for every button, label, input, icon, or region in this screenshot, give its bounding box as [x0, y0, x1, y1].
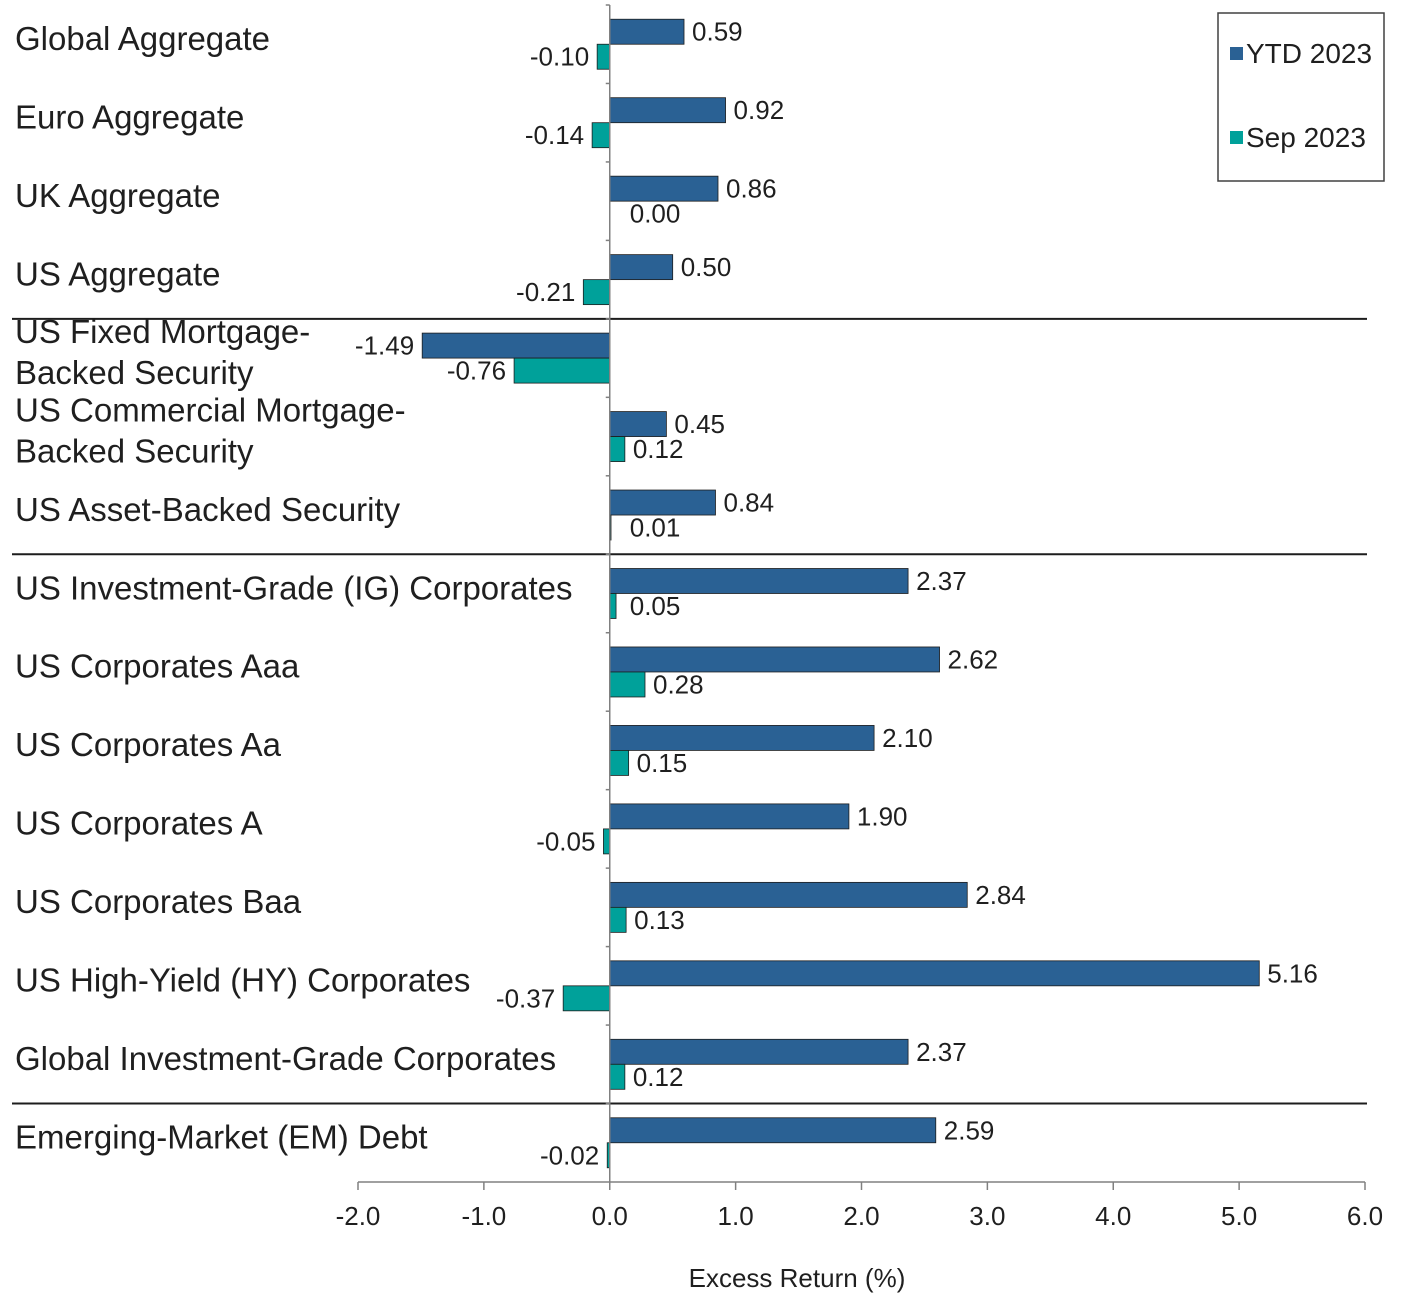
category-label-us-commercial-mortgage-backed-security: US Commercial Mortgage- Backed Security: [15, 391, 406, 469]
bar-ytd-2023-us-aggregate: [609, 254, 674, 281]
x-tick-label: -2.0: [336, 1201, 381, 1231]
bar-sep-2023-us-commercial-mortgage-backed-security: [609, 436, 626, 462]
category-label-line: US Fixed Mortgage-: [15, 313, 310, 350]
bar-ytd-2023-us-corporates-aa: [609, 725, 875, 751]
value-label-ytd-2023-us-corporates-aaa: 2.62: [948, 644, 999, 674]
category-label-line: Backed Security: [15, 432, 254, 469]
bar-sep-2023-global-aggregate: [596, 43, 611, 70]
bar-ytd-2023-euro-aggregate: [609, 97, 726, 124]
category-label-us-corporates-baa: US Corporates Baa: [15, 883, 302, 920]
category-label-us-corporates-a: US Corporates A: [15, 805, 263, 842]
legend-label-ytd-2023: YTD 2023: [1246, 38, 1372, 69]
category-label-us-aggregate: US Aggregate: [15, 255, 220, 292]
legend: YTD 2023 Sep 2023: [1217, 12, 1385, 182]
value-label-ytd-2023-us-commercial-mortgage-backed-security: 0.45: [674, 409, 725, 439]
bar-ytd-2023-global-aggregate: [609, 18, 685, 45]
value-labels: 0.59 -0.10 0.92 -0.14 0.86 0.000.50 -0.21 -1.49…: [355, 17, 1318, 1171]
bar-sep-2023-us-aggregate: [582, 279, 611, 306]
category-label-emerging-market-em-debt: Emerging-Market (EM) Debt: [15, 1119, 428, 1156]
bar-sep-2023-euro-aggregate: [591, 122, 611, 149]
category-label-uk-aggregate: UK Aggregate: [15, 177, 220, 214]
legend-swatch-ytd-2023: [1230, 47, 1243, 60]
value-label-sep-2023-us-asset-backed-security: 0.01: [630, 513, 681, 543]
value-label-ytd-2023-emerging-market-em-debt: 2.59: [944, 1115, 995, 1145]
bar-sep-2023-us-corporates-aa: [609, 750, 630, 776]
category-label-global-investment-grade-corporates: Global Investment-Grade Corporates: [15, 1040, 556, 1077]
value-label-ytd-2023-global-investment-grade-corporates: 2.37: [916, 1037, 967, 1067]
value-label-sep-2023-us-corporates-baa: 0.13: [634, 905, 685, 935]
value-label-sep-2023-us-fixed-mortgage-backed-security: -0.76: [447, 356, 506, 386]
bar-sep-2023-us-corporates-baa: [609, 906, 627, 933]
bar-ytd-2023-uk-aggregate: [609, 175, 719, 202]
bar-sep-2023-global-investment-grade-corporates: [609, 1063, 626, 1090]
category-label-us-corporates-aa: US Corporates Aa: [15, 726, 282, 763]
bar-ytd-2023-us-corporates-aaa: [609, 646, 940, 673]
legend-box: [1217, 12, 1385, 182]
category-label-line: Backed Security: [15, 354, 254, 391]
bar-sep-2023-us-fixed-mortgage-backed-security: [513, 357, 611, 384]
bar-ytd-2023-us-corporates-a: [609, 803, 850, 830]
value-label-ytd-2023-us-asset-backed-security: 0.84: [723, 488, 774, 518]
value-label-sep-2023-global-investment-grade-corporates: 0.12: [633, 1062, 684, 1092]
bar-sep-2023-us-high-yield-hy-corporates: [562, 985, 611, 1012]
x-axis: -2.0 -1.0 0.0 1.0 2.0 3.0 4.0 5.0 6.0: [336, 1181, 1383, 1231]
x-tick-label: 1.0: [718, 1201, 754, 1231]
value-label-sep-2023-us-corporates-a: -0.05: [536, 826, 595, 856]
category-label-us-corporates-aaa: US Corporates Aaa: [15, 648, 300, 685]
value-label-sep-2023-us-corporates-aa: 0.15: [637, 748, 688, 778]
value-label-ytd-2023-global-aggregate: 0.59: [692, 17, 743, 47]
bars: [421, 18, 1260, 1169]
category-label-us-investment-grade-ig-corporates: US Investment-Grade (IG) Corporates: [15, 569, 573, 606]
value-label-sep-2023-euro-aggregate: -0.14: [525, 120, 584, 150]
value-label-sep-2023-us-commercial-mortgage-backed-security: 0.12: [633, 434, 684, 464]
value-label-sep-2023-uk-aggregate: 0.00: [630, 199, 681, 229]
x-axis-title: Excess Return (%): [689, 1263, 906, 1293]
category-label-us-high-yield-hy-corporates: US High-Yield (HY) Corporates: [15, 962, 470, 999]
value-label-sep-2023-emerging-market-em-debt: -0.02: [540, 1140, 599, 1170]
bar-ytd-2023-us-high-yield-hy-corporates: [609, 960, 1260, 987]
x-tick-label: 4.0: [1095, 1201, 1131, 1231]
value-label-sep-2023-us-investment-grade-ig-corporates: 0.05: [630, 591, 681, 621]
category-labels: Global Aggregate Euro Aggregate UK Aggrega…: [15, 20, 573, 1156]
bar-ytd-2023-global-investment-grade-corporates: [609, 1038, 909, 1065]
value-label-ytd-2023-us-aggregate: 0.50: [681, 252, 732, 282]
value-label-ytd-2023-us-fixed-mortgage-backed-security: -1.49: [355, 331, 414, 361]
category-label-euro-aggregate: Euro Aggregate: [15, 98, 244, 135]
bar-ytd-2023-us-corporates-baa: [609, 881, 968, 908]
category-label-us-asset-backed-security: US Asset-Backed Security: [15, 491, 401, 528]
value-label-ytd-2023-uk-aggregate: 0.86: [726, 174, 777, 204]
x-tick-label: 5.0: [1221, 1201, 1257, 1231]
bar-sep-2023-us-investment-grade-ig-corporates: [609, 593, 617, 619]
value-label-ytd-2023-us-corporates-a: 1.90: [857, 801, 908, 831]
bar-sep-2023-us-corporates-aaa: [609, 671, 646, 698]
x-tick-label: -1.0: [461, 1201, 506, 1231]
category-label-us-fixed-mortgage-backed-security: US Fixed Mortgage- Backed Security: [15, 313, 310, 391]
value-label-ytd-2023-euro-aggregate: 0.92: [734, 95, 785, 125]
bar-ytd-2023-us-commercial-mortgage-backed-security: [609, 411, 667, 437]
legend-swatch-sep-2023: [1230, 131, 1243, 144]
legend-label-sep-2023: Sep 2023: [1246, 122, 1366, 153]
value-label-sep-2023-us-aggregate: -0.21: [516, 277, 575, 307]
bar-sep-2023-us-corporates-a: [603, 828, 611, 855]
bar-ytd-2023-us-investment-grade-ig-corporates: [609, 568, 909, 594]
value-label-sep-2023-us-high-yield-hy-corporates: -0.37: [496, 983, 555, 1013]
value-label-sep-2023-us-corporates-aaa: 0.28: [653, 669, 704, 699]
category-label-global-aggregate: Global Aggregate: [15, 20, 270, 57]
group-separators: [12, 317, 1367, 1105]
category-label-line: US Commercial Mortgage-: [15, 391, 406, 428]
value-label-sep-2023-global-aggregate: -0.10: [530, 42, 589, 72]
bar-ytd-2023-emerging-market-em-debt: [609, 1117, 937, 1144]
value-label-ytd-2023-us-investment-grade-ig-corporates: 2.37: [916, 566, 967, 596]
bar-ytd-2023-us-fixed-mortgage-backed-security: [421, 332, 611, 359]
x-tick-label: 3.0: [969, 1201, 1005, 1231]
value-label-ytd-2023-us-high-yield-hy-corporates: 5.16: [1267, 958, 1318, 988]
x-tick-label: 0.0: [592, 1201, 628, 1231]
x-tick-label: 6.0: [1347, 1201, 1383, 1231]
value-label-ytd-2023-us-corporates-aa: 2.10: [882, 723, 933, 753]
value-label-ytd-2023-us-corporates-baa: 2.84: [975, 880, 1026, 910]
bar-ytd-2023-us-asset-backed-security: [609, 489, 716, 516]
x-tick-label: 2.0: [843, 1201, 879, 1231]
